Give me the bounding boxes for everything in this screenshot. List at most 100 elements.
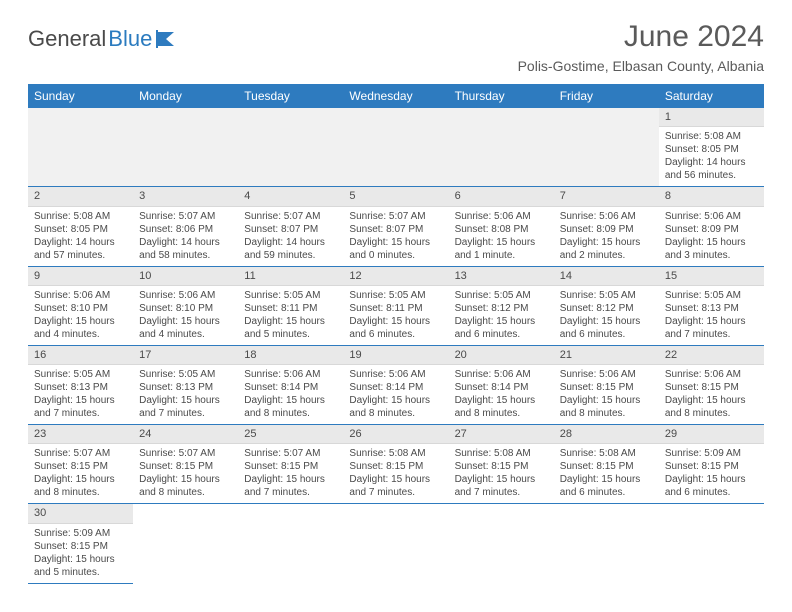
day-number: 26 xyxy=(343,425,448,444)
day-body: Sunrise: 5:06 AMSunset: 8:09 PMDaylight:… xyxy=(659,207,764,266)
sunset-line: Sunset: 8:15 PM xyxy=(349,460,442,473)
calendar-body: 1Sunrise: 5:08 AMSunset: 8:05 PMDaylight… xyxy=(28,108,764,583)
day-body: Sunrise: 5:06 AMSunset: 8:08 PMDaylight:… xyxy=(449,207,554,266)
calendar-cell: 16Sunrise: 5:05 AMSunset: 8:13 PMDayligh… xyxy=(28,345,133,424)
sunset-line: Sunset: 8:09 PM xyxy=(560,223,653,236)
day-body: Sunrise: 5:05 AMSunset: 8:11 PMDaylight:… xyxy=(343,286,448,345)
sunset-line: Sunset: 8:15 PM xyxy=(560,381,653,394)
day-number: 21 xyxy=(554,346,659,365)
day-body: Sunrise: 5:07 AMSunset: 8:15 PMDaylight:… xyxy=(238,444,343,503)
weekday-header: Tuesday xyxy=(238,84,343,108)
logo-text-1: General xyxy=(28,26,106,52)
day-number: 13 xyxy=(449,267,554,286)
calendar-cell: 26 Sunrise: 5:08 AMSunset: 8:15 PMDayligh… xyxy=(343,425,448,504)
calendar-cell: 4Sunrise: 5:07 AMSunset: 8:07 PMDaylight… xyxy=(238,187,343,266)
sunset-line: Sunset: 8:12 PM xyxy=(560,302,653,315)
day-number: 10 xyxy=(133,267,238,286)
day-number: 25 xyxy=(238,425,343,444)
daylight-line: Daylight: 15 hours and 7 minutes. xyxy=(349,473,442,499)
calendar-cell-empty xyxy=(238,108,343,187)
sunset-line: Sunset: 8:11 PM xyxy=(244,302,337,315)
day-body: Sunrise: 5:08 AMSunset: 8:05 PMDaylight:… xyxy=(659,127,764,186)
calendar-cell: 17Sunrise: 5:05 AMSunset: 8:13 PMDayligh… xyxy=(133,345,238,424)
sunrise-line: Sunrise: 5:05 AM xyxy=(455,289,548,302)
location-label: Polis-Gostime, Elbasan County, Albania xyxy=(518,58,764,74)
day-number: 28 xyxy=(554,425,659,444)
calendar-cell-empty xyxy=(659,504,764,583)
calendar-cell: 12Sunrise: 5:05 AMSunset: 8:11 PMDayligh… xyxy=(343,266,448,345)
sunset-line: Sunset: 8:15 PM xyxy=(139,460,232,473)
day-body: Sunrise: 5:07 AMSunset: 8:15 PMDaylight:… xyxy=(133,444,238,503)
weekday-header: Friday xyxy=(554,84,659,108)
daylight-line: Daylight: 15 hours and 8 minutes. xyxy=(455,394,548,420)
sunrise-line: Sunrise: 5:06 AM xyxy=(455,210,548,223)
calendar-cell-empty xyxy=(449,108,554,187)
sunrise-line: Sunrise: 5:06 AM xyxy=(244,368,337,381)
sunset-line: Sunset: 8:14 PM xyxy=(244,381,337,394)
day-body: Sunrise: 5:05 AMSunset: 8:12 PMDaylight:… xyxy=(449,286,554,345)
calendar-row: 2Sunrise: 5:08 AMSunset: 8:05 PMDaylight… xyxy=(28,187,764,266)
daylight-line: Daylight: 15 hours and 8 minutes. xyxy=(139,473,232,499)
calendar-cell-empty xyxy=(449,504,554,583)
sunset-line: Sunset: 8:10 PM xyxy=(34,302,127,315)
calendar-cell: 24Sunrise: 5:07 AMSunset: 8:15 PMDayligh… xyxy=(133,425,238,504)
sunset-line: Sunset: 8:08 PM xyxy=(455,223,548,236)
daylight-line: Daylight: 15 hours and 6 minutes. xyxy=(455,315,548,341)
calendar-cell-empty xyxy=(238,504,343,583)
day-number: 23 xyxy=(28,425,133,444)
logo-text-2: Blue xyxy=(108,26,152,52)
sunrise-line: Sunrise: 5:06 AM xyxy=(560,368,653,381)
day-number: 2 xyxy=(28,187,133,206)
day-body: Sunrise: 5:05 AMSunset: 8:11 PMDaylight:… xyxy=(238,286,343,345)
sunrise-line: Sunrise: 5:06 AM xyxy=(665,368,758,381)
day-body: Sunrise: 5:07 AMSunset: 8:07 PMDaylight:… xyxy=(343,207,448,266)
sunset-line: Sunset: 8:15 PM xyxy=(244,460,337,473)
sunrise-line: Sunrise: 5:08 AM xyxy=(34,210,127,223)
daylight-line: Daylight: 15 hours and 7 minutes. xyxy=(244,473,337,499)
day-number: 12 xyxy=(343,267,448,286)
calendar-cell: 27Sunrise: 5:08 AMSunset: 8:15 PMDayligh… xyxy=(449,425,554,504)
calendar-cell: 21Sunrise: 5:06 AMSunset: 8:15 PMDayligh… xyxy=(554,345,659,424)
daylight-line: Daylight: 15 hours and 3 minutes. xyxy=(665,236,758,262)
header: GeneralBlue June 2024 Polis-Gostime, Elb… xyxy=(28,20,764,74)
sunset-line: Sunset: 8:14 PM xyxy=(455,381,548,394)
calendar-cell: 25Sunrise: 5:07 AMSunset: 8:15 PMDayligh… xyxy=(238,425,343,504)
day-body: Sunrise: 5:07 AMSunset: 8:15 PMDaylight:… xyxy=(28,444,133,503)
day-body: Sunrise: 5:05 AMSunset: 8:13 PMDaylight:… xyxy=(659,286,764,345)
sunset-line: Sunset: 8:15 PM xyxy=(560,460,653,473)
title-block: June 2024 Polis-Gostime, Elbasan County,… xyxy=(518,20,764,74)
weekday-header: Saturday xyxy=(659,84,764,108)
day-body: Sunrise: 5:06 AMSunset: 8:09 PMDaylight:… xyxy=(554,207,659,266)
sunrise-line: Sunrise: 5:06 AM xyxy=(139,289,232,302)
calendar-cell: 10Sunrise: 5:06 AMSunset: 8:10 PMDayligh… xyxy=(133,266,238,345)
daylight-line: Daylight: 14 hours and 57 minutes. xyxy=(34,236,127,262)
sunset-line: Sunset: 8:05 PM xyxy=(665,143,758,156)
day-number: 30 xyxy=(28,504,133,523)
day-body: Sunrise: 5:06 AMSunset: 8:15 PMDaylight:… xyxy=(659,365,764,424)
sunset-line: Sunset: 8:13 PM xyxy=(34,381,127,394)
sunrise-line: Sunrise: 5:05 AM xyxy=(139,368,232,381)
logo-flag-icon xyxy=(156,30,178,48)
calendar-cell-empty xyxy=(28,108,133,187)
day-number: 16 xyxy=(28,346,133,365)
sunrise-line: Sunrise: 5:08 AM xyxy=(349,447,442,460)
calendar-cell: 13Sunrise: 5:05 AMSunset: 8:12 PMDayligh… xyxy=(449,266,554,345)
day-body: Sunrise: 5:05 AMSunset: 8:12 PMDaylight:… xyxy=(554,286,659,345)
daylight-line: Daylight: 14 hours and 59 minutes. xyxy=(244,236,337,262)
daylight-line: Daylight: 15 hours and 8 minutes. xyxy=(34,473,127,499)
daylight-line: Daylight: 15 hours and 7 minutes. xyxy=(34,394,127,420)
weekday-header: Wednesday xyxy=(343,84,448,108)
day-body: Sunrise: 5:06 AMSunset: 8:10 PMDaylight:… xyxy=(133,286,238,345)
sunrise-line: Sunrise: 5:06 AM xyxy=(665,210,758,223)
sunrise-line: Sunrise: 5:05 AM xyxy=(349,289,442,302)
sunrise-line: Sunrise: 5:06 AM xyxy=(560,210,653,223)
day-number: 3 xyxy=(133,187,238,206)
calendar-cell-empty xyxy=(133,504,238,583)
sunrise-line: Sunrise: 5:06 AM xyxy=(455,368,548,381)
daylight-line: Daylight: 15 hours and 7 minutes. xyxy=(139,394,232,420)
sunset-line: Sunset: 8:15 PM xyxy=(34,460,127,473)
calendar-cell: 23Sunrise: 5:07 AMSunset: 8:15 PMDayligh… xyxy=(28,425,133,504)
calendar-cell: 8Sunrise: 5:06 AMSunset: 8:09 PMDaylight… xyxy=(659,187,764,266)
sunrise-line: Sunrise: 5:09 AM xyxy=(665,447,758,460)
sunrise-line: Sunrise: 5:05 AM xyxy=(560,289,653,302)
